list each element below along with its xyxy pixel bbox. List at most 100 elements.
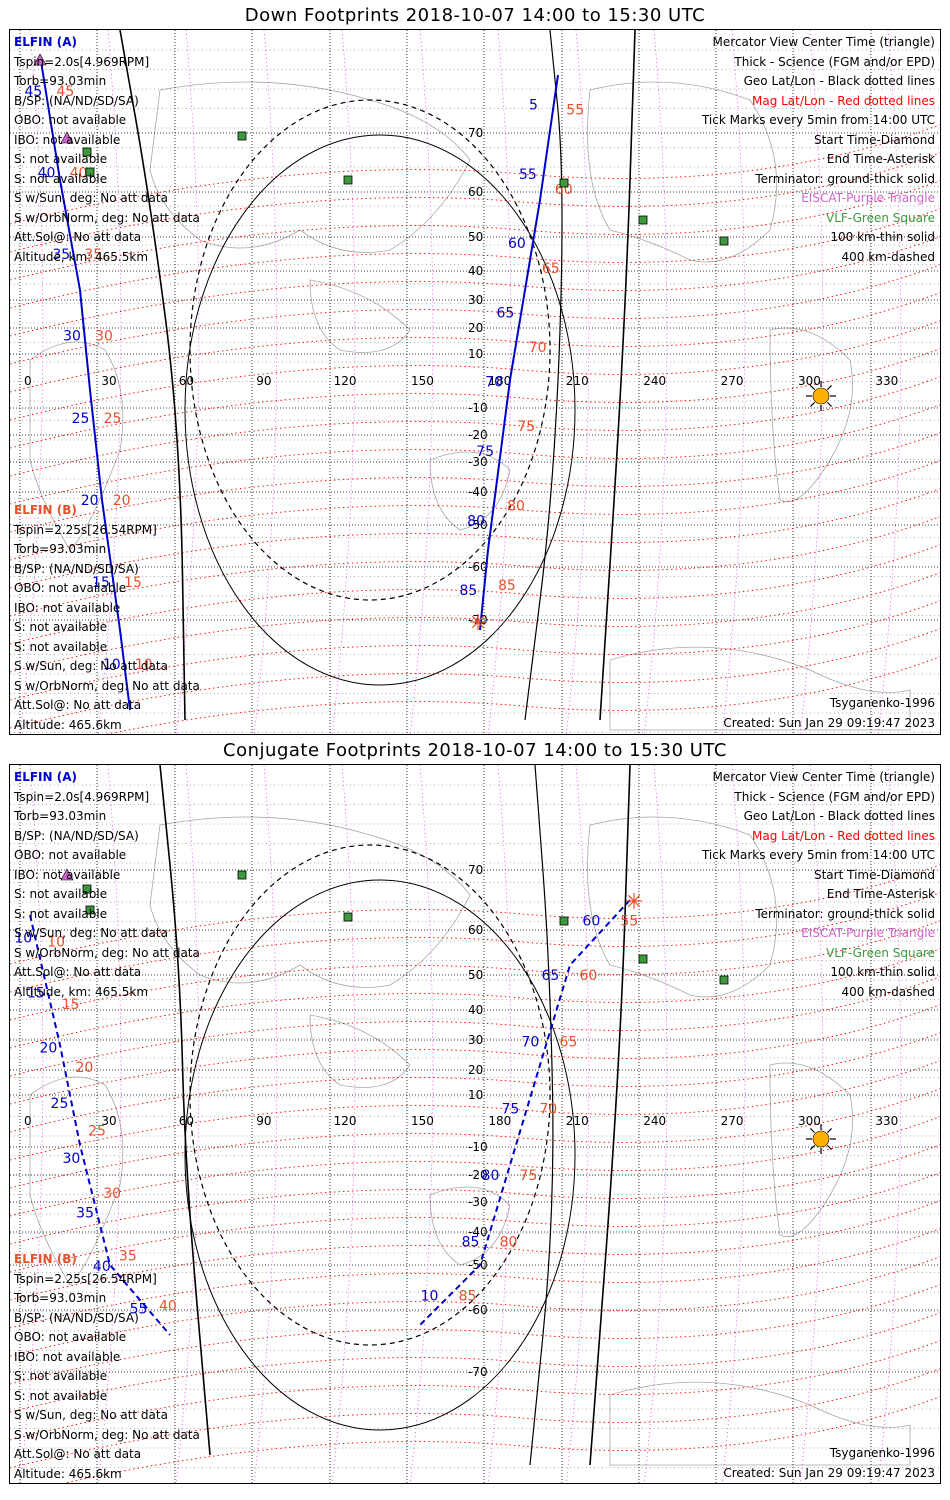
- probe-a-track-label: 25: [72, 411, 90, 427]
- probe-a-track-label: 85: [462, 1234, 480, 1250]
- probe-a-track-label: 55: [130, 1302, 148, 1318]
- mag-meridian: [97, 30, 122, 734]
- mag-meridian: [487, 30, 512, 734]
- lat-tick-label: -50: [468, 518, 488, 532]
- probe-a-info: ELFIN (A) Tspin=2.0s[4.969RPM] Torb=93.0…: [14, 768, 200, 1002]
- lon-tick-label: 0: [24, 1114, 32, 1128]
- mag-meridian: [331, 30, 356, 734]
- probe-b-line: Torb=93.03min: [14, 1291, 107, 1305]
- sun-ray: [809, 1127, 816, 1134]
- probe-a-line: OBO: not available: [14, 113, 127, 127]
- lat-tick-label: -60: [468, 1303, 488, 1317]
- lat-tick-label: 20: [468, 321, 483, 335]
- probe-a-line: S w/OrbNorm, deg: No att data: [14, 210, 200, 225]
- probe-a-line: Tspin=2.0s[4.969RPM]: [14, 54, 150, 69]
- lat-tick-label: -60: [468, 560, 488, 574]
- probe-a-line: B/SP: (NA/ND/SD/SA): [14, 828, 139, 843]
- probe-a-track-label: 25: [51, 1096, 69, 1112]
- coastline: [149, 816, 471, 988]
- fov-400km-ellipse: [189, 99, 551, 601]
- lon-tick-label: 90: [256, 374, 271, 388]
- lon-tick-label: 210: [566, 1114, 589, 1128]
- eiscat-triangle: [60, 868, 74, 881]
- probe-a-track-label: 10: [421, 1288, 439, 1304]
- mag-meridian: [799, 765, 824, 1483]
- probe-a-track-label: 20: [39, 1040, 57, 1056]
- lon-tick-label: 150: [411, 1114, 434, 1128]
- probe-b-track-label: 70: [529, 340, 547, 356]
- probe-b-line: IBO: not available: [14, 1349, 121, 1364]
- probe-a-track: [39, 54, 131, 711]
- probe-a-track-label: 80: [467, 513, 485, 529]
- coastline: [587, 816, 778, 998]
- probe-b-line: IBO: not available: [14, 600, 121, 615]
- probe-b-line: B/SP: (NA/ND/SD/SA): [14, 1310, 139, 1325]
- probe-a-line: IBO: not available: [14, 867, 121, 882]
- vlf-station-marker: [85, 167, 95, 177]
- probe-a-track-label: 85: [459, 583, 477, 599]
- lon-tick-label: 120: [334, 1114, 357, 1128]
- vlf-station-marker: [559, 178, 569, 188]
- probe-b-line: Tspin=2.25s[26.54RPM]: [14, 1271, 157, 1286]
- mag-meridian: [331, 765, 356, 1483]
- lat-tick-label: -40: [468, 1225, 488, 1239]
- vlf-station-marker: [82, 884, 92, 894]
- probe-a-track-label: 60: [582, 914, 600, 930]
- lat-tick-label: 10: [468, 347, 483, 361]
- probe-a-name: ELFIN (A): [14, 35, 77, 49]
- legend-dashed: 400 km-dashed: [841, 984, 935, 999]
- map-canvas-down: 0306090120150180210240270300330360706050…: [10, 30, 940, 734]
- probe-b-track-label: 85: [498, 578, 516, 594]
- probe-a-track-label: 70: [485, 375, 503, 391]
- mag-meridian: [565, 765, 590, 1483]
- legend-ticks: Tick Marks every 5min from 14:00 UTC: [701, 848, 935, 862]
- model-label: Tsyganenko-1996: [829, 696, 935, 710]
- coastline: [309, 279, 411, 353]
- mag-meridian: [175, 765, 200, 1483]
- lat-tick-label: 20: [468, 1063, 483, 1077]
- probe-b-track-label: 20: [113, 493, 131, 509]
- legend-vlf: VLF-Green Square: [826, 945, 935, 960]
- vlf-station-marker: [85, 905, 95, 915]
- probe-b-track-label: 75: [517, 419, 535, 435]
- probe-b-line: Altitude: 465.6km: [14, 717, 122, 732]
- lat-tick-label: -30: [468, 455, 488, 469]
- mag-meridian: [721, 30, 746, 734]
- end-time-asterisk: [471, 615, 485, 629]
- terminator-line: [599, 30, 636, 721]
- probe-b-track-label: 10: [47, 934, 65, 950]
- lon-tick-label: 240: [643, 374, 666, 388]
- sun-ray: [809, 1144, 816, 1151]
- mag-meridian: [877, 765, 902, 1483]
- created-label: Created: Sun Jan 29 09:19:47 2023: [723, 1466, 935, 1480]
- eiscat-triangle: [60, 131, 74, 144]
- probe-a-line: Torb=93.03min: [14, 74, 107, 88]
- probe-b-track-label: 40: [70, 165, 88, 181]
- probe-a-track-label: 40: [38, 165, 56, 181]
- map-canvas-conjugate: 0306090120150180210240270300330360706050…: [10, 765, 940, 1483]
- sun-ray: [826, 1127, 833, 1134]
- terminator-line: [119, 30, 186, 721]
- terminator-line: [589, 765, 631, 1466]
- terminator-line: [524, 30, 563, 721]
- probe-a-line: Att.Sol@: No att data: [14, 230, 142, 244]
- lat-tick-label: -40: [468, 485, 488, 499]
- lon-tick-label: 30: [101, 374, 116, 388]
- mag-meridian: [565, 30, 590, 734]
- probe-a-line: Altitude, km: 465.5km: [14, 249, 149, 264]
- sun-ray: [809, 384, 816, 391]
- coastline: [587, 81, 778, 263]
- lon-tick-label: 270: [721, 1114, 744, 1128]
- probe-a-track-label: 20: [81, 493, 99, 509]
- probe-b-line: S: not available: [14, 1369, 108, 1383]
- legend-mag: Mag Lat/Lon - Red dotted lines: [751, 93, 935, 108]
- lat-tick-label: 40: [468, 1003, 483, 1017]
- probe-a-track-label: 45: [25, 84, 43, 100]
- legend-dashed: 400 km-dashed: [841, 249, 935, 264]
- probe-b-track-label: 75: [520, 1168, 538, 1184]
- end-time-asterisk: [627, 894, 641, 908]
- lon-tick-label: 30: [101, 1114, 116, 1128]
- legend-terminator: Terminator: ground-thick solid: [755, 906, 935, 921]
- map-panel-down: 0306090120150180210240270300330360706050…: [9, 29, 941, 735]
- probe-b-track-label: 30: [95, 329, 113, 345]
